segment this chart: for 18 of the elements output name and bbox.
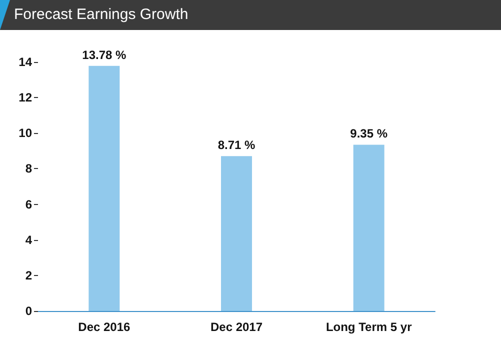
y-tick-label: 4: [25, 232, 32, 247]
y-tick-label: 12: [18, 90, 32, 105]
data-label: 9.35 %: [350, 126, 388, 141]
bar: [221, 156, 252, 311]
x-tick-label: Long Term 5 yr: [326, 320, 412, 334]
y-tick-label: 2: [25, 268, 32, 282]
chart-title: Forecast Earnings Growth: [14, 6, 188, 23]
y-tick-label: 8: [25, 162, 32, 176]
y-tick-label: 6: [25, 197, 32, 212]
x-tick-label: Dec 2016: [78, 320, 131, 334]
y-tick-label: 14: [18, 55, 32, 69]
bar: [88, 66, 120, 311]
y-tick-label: 10: [18, 126, 32, 140]
data-label: 8.71 %: [218, 138, 256, 152]
bar: [353, 144, 384, 311]
data-label: 13.78 %: [82, 48, 127, 62]
y-tick-label: 0: [25, 304, 32, 318]
x-tick-label: Dec 2017: [210, 320, 263, 334]
